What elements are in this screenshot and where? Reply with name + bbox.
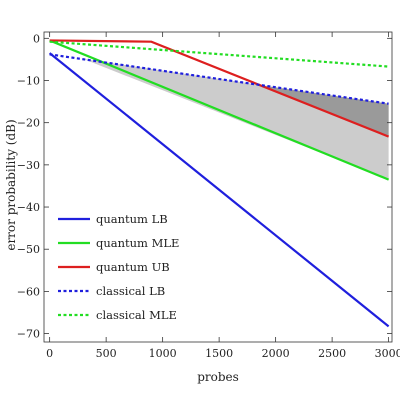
series-line-quantum-lb [48, 52, 390, 328]
x-tick-label: 500 [96, 347, 117, 360]
y-tick-label: 0 [33, 32, 40, 45]
series-line-classical-mle [49, 40, 389, 68]
y-tick-label: −30 [17, 159, 40, 172]
legend-label-quantum-ub: quantum UB [96, 260, 170, 274]
x-tick-label: 2500 [318, 347, 346, 360]
y-tick-label: −10 [17, 75, 40, 88]
y-tick-label: −20 [17, 117, 40, 130]
legend-label-classical-mle: classical MLE [96, 308, 177, 322]
axes [43, 31, 393, 343]
x-tick-label: 2000 [262, 347, 290, 360]
legend-label-quantum-mle: quantum MLE [96, 236, 179, 250]
x-tick-label: 3000 [375, 347, 400, 360]
series-line-classical-lb [49, 53, 389, 105]
plot-frame [43, 31, 393, 343]
y-tick-label: −50 [17, 243, 40, 256]
y-tick-label: −70 [17, 328, 40, 341]
legend-label-classical-lb: classical LB [96, 284, 165, 298]
x-tick-label: 1500 [205, 347, 233, 360]
ticks: 0 500 1000 1500 2000 2500 3000 0 −10 −20 −30 −40 −50… [17, 32, 400, 360]
y-axis-label: error probability (dB) [4, 119, 18, 250]
y-tick-label: −40 [17, 201, 40, 214]
y-tick-label: −60 [17, 285, 40, 298]
x-tick-label: 0 [46, 347, 53, 360]
legend-label-quantum-lb: quantum LB [96, 212, 168, 226]
x-tick-label: 1000 [149, 347, 177, 360]
x-axis-label: probes [197, 370, 239, 384]
series-lines [48, 39, 390, 328]
legend: quantum LB quantum MLE quantum UB classical… [58, 212, 179, 322]
series-line-quantum-ub [49, 39, 390, 138]
